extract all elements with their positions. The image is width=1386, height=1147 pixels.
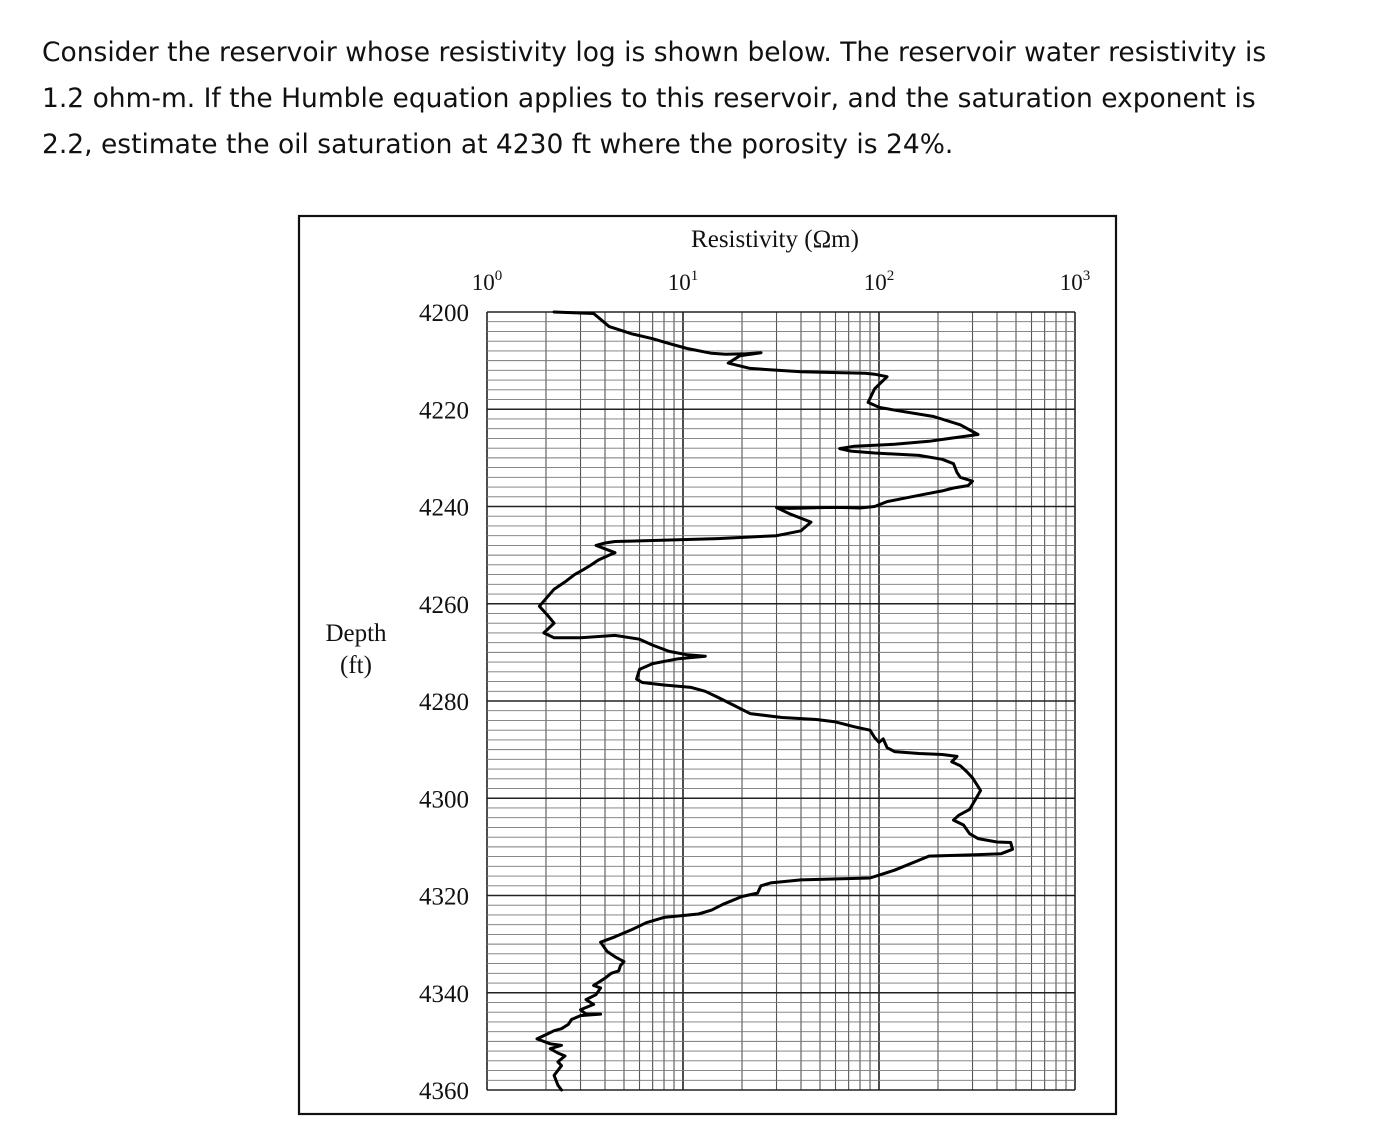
chart-title: Resistivity (Ωm) [691,226,859,253]
y-tick-label: 4240 [419,495,469,522]
question-line-1: Consider the reservoir whose resistivity… [42,37,1267,68]
y-tick-label: 4340 [419,981,469,1008]
question-line-3: 2.2, estimate the oil saturation at 4230… [42,129,954,160]
question-text: Consider the reservoir whose resistivity… [42,30,1377,168]
resistivity-curve [535,310,1014,1092]
chart-frame [297,214,1118,1116]
y-tick-label: 4360 [419,1078,469,1105]
y-tick-label: 4200 [419,300,469,327]
x-tick-labels: 100 101 102 103 [472,268,1091,295]
y-tick-label: 4280 [419,689,469,716]
y-tick-label: 4300 [419,786,469,813]
x-tick-label: 103 [1060,268,1091,295]
y-tick-label: 4260 [419,592,469,619]
grid [486,311,1076,1091]
y-tick-label: 4320 [419,884,469,911]
y-tick-labels: 4200 4220 4240 4260 4280 4300 4320 4340 4360 [419,300,469,1105]
y-tick-label: 4220 [419,397,469,424]
x-tick-label: 100 [472,268,503,295]
x-tick-label: 101 [668,268,699,295]
x-tick-label: 102 [864,268,895,295]
question-line-2: 1.2 ohm-m. If the Humble equation applie… [42,83,1256,114]
y-axis-label-line-2: (ft) [340,652,372,679]
y-axis-label-line-1: Depth [325,620,387,647]
